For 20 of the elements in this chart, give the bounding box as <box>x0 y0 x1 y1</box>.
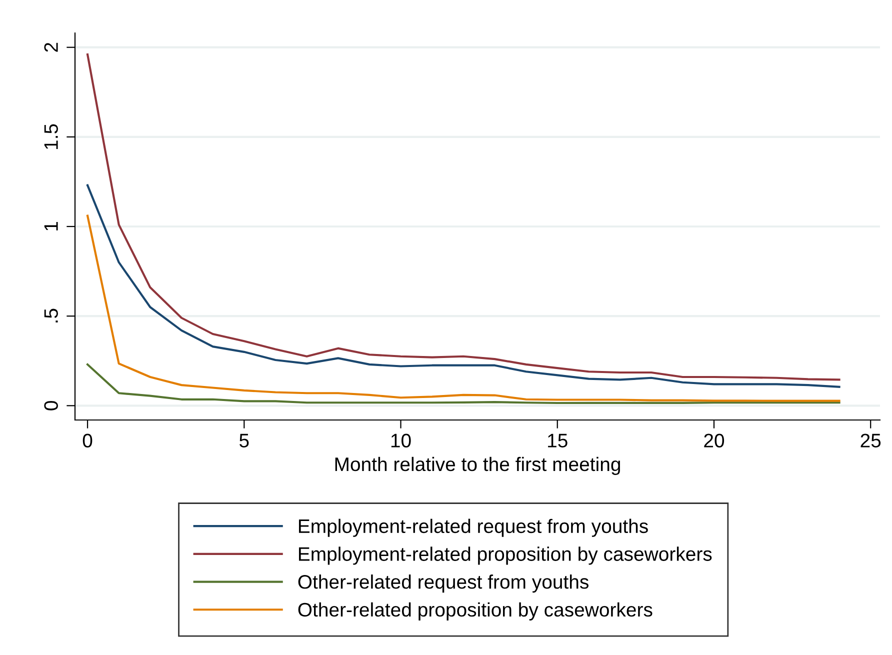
line-series <box>86 184 840 388</box>
legend-label: Employment-related request from youths <box>298 518 648 537</box>
x-tick-label: 20 <box>704 434 724 448</box>
line-series <box>86 363 840 404</box>
y-tick-label: 1.5 <box>44 124 58 149</box>
line-series <box>86 53 840 381</box>
y-tick-label: 0 <box>44 401 58 410</box>
x-tick-label: 5 <box>240 434 249 448</box>
legend-label: Employment-related proposition by caseworkers <box>298 546 712 565</box>
x-axis-title: Month relative to the first meeting <box>335 456 620 475</box>
x-tick-label: 15 <box>548 434 568 448</box>
x-tick-label: 25 <box>860 434 881 448</box>
x-tick-label: 0 <box>82 434 92 448</box>
legend-label: Other-related request from youths <box>298 574 588 593</box>
legend-label: Other-related proposition by caseworkers <box>298 602 652 620</box>
line-series <box>86 214 840 402</box>
y-tick-label: 2 <box>44 42 58 52</box>
y-tick-label: 1 <box>44 222 58 230</box>
y-tick-label: .5 <box>44 308 58 322</box>
x-tick-label: 10 <box>391 434 411 448</box>
